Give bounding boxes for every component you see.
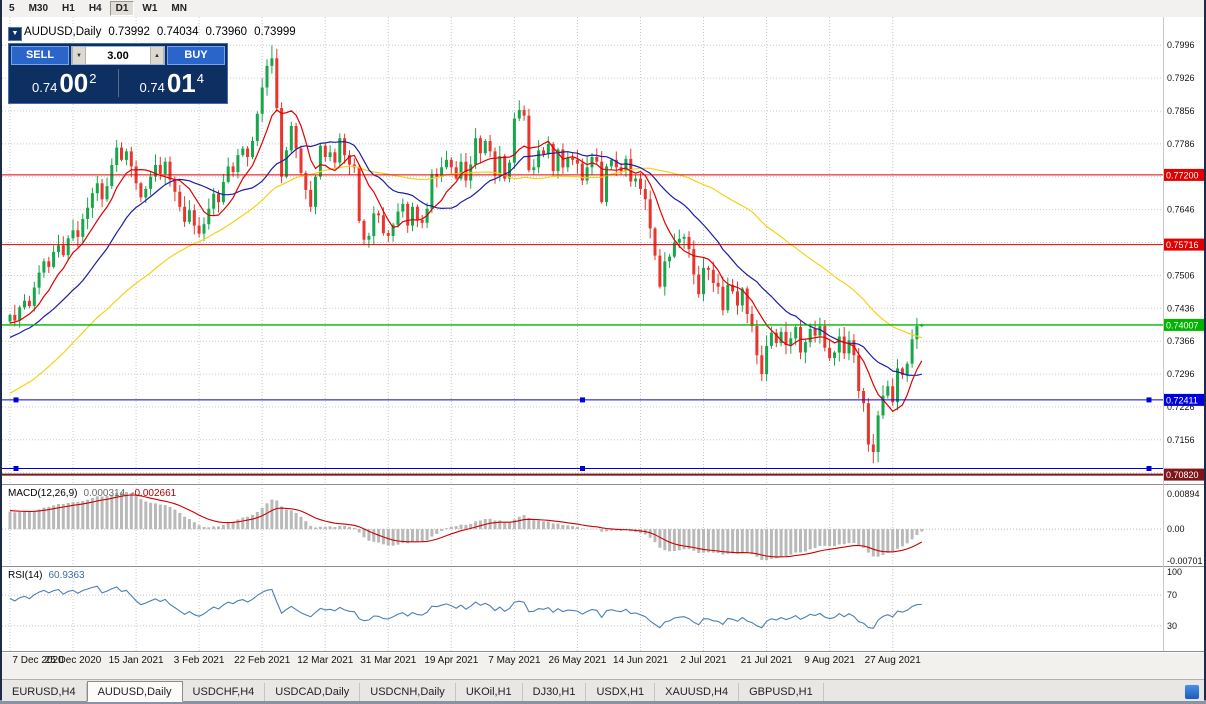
window-edge-bottom [0,700,1206,704]
tab-ukoil-h1[interactable]: UKOil,H1 [456,683,523,701]
svg-text:0.00894: 0.00894 [1167,489,1200,499]
svg-text:0.70820: 0.70820 [1166,470,1199,480]
svg-text:21 Jul 2021: 21 Jul 2021 [741,655,793,666]
tab-xauusd-h4[interactable]: XAUUSD,H4 [655,683,740,701]
svg-text:3 Feb 2021: 3 Feb 2021 [174,655,225,666]
macd-signal-value: -0.002661 [131,488,177,499]
timeframe-m5-button[interactable]: 5 [3,1,21,16]
svg-text:70: 70 [1167,590,1177,600]
ma-20-line [9,141,922,376]
timeframe-toolbar: 5 M30 H1 H4 D1 W1 MN [2,0,1204,18]
svg-text:0.75716: 0.75716 [1166,240,1199,250]
tab-usdx-h1[interactable]: USDX,H1 [586,683,656,701]
tab-usdcnh-daily[interactable]: USDCNH,Daily [360,683,456,701]
one-click-trading-panel: SELL ▼ ▲ BUY 0.74 00 2 0.74 01 4 [8,43,228,104]
svg-text:26 May 2021: 26 May 2021 [548,655,606,666]
svg-text:0.7366: 0.7366 [1167,336,1195,346]
buy-price-big: 01 [166,68,196,98]
svg-text:0.72411: 0.72411 [1166,395,1198,405]
svg-text:27 Aug 2021: 27 Aug 2021 [865,655,922,666]
timeframe-m30-button[interactable]: M30 [23,1,54,16]
horizontal-level-lines[interactable]: 0.77200 0.75716 0.74007 0.72411 0.70820 [2,168,1204,481]
tab-gbpusd-h1[interactable]: GBPUSD,H1 [739,683,824,701]
svg-text:0.7436: 0.7436 [1167,303,1195,313]
sell-button[interactable]: SELL [11,46,69,65]
macd-indicator-label: MACD(12,26,9) 0.000314 -0.002661 [8,488,176,499]
volume-increase-button[interactable]: ▲ [150,47,164,64]
tab-usdcad-daily[interactable]: USDCAD,Daily [265,683,361,701]
svg-text:0.7506: 0.7506 [1167,270,1195,280]
svg-text:0.7856: 0.7856 [1167,106,1195,116]
tab-dj30-h1[interactable]: DJ30,H1 [523,683,587,701]
low-value: 0.73960 [205,26,248,38]
tab-audusd-daily[interactable]: AUDUSD,Daily [86,681,183,702]
timeframe-h1-button[interactable]: H1 [56,1,81,16]
sell-price-big: 00 [59,68,89,98]
rsi-panel: 100 70 30 [2,567,1182,631]
svg-text:0.7296: 0.7296 [1167,369,1195,379]
close-value: 0.73999 [254,26,296,38]
volume-decrease-button[interactable]: ▼ [72,47,86,64]
symbol-label: AUDUSD,Daily [24,26,102,38]
svg-text:0.7156: 0.7156 [1167,435,1195,445]
volume-control: ▼ ▲ [71,46,165,65]
svg-text:30: 30 [1167,621,1177,631]
macd-panel: 0.00894 0.00 -0.00701 [2,489,1203,566]
symbol-ohlc-line: AUDUSD,Daily 0.73992 0.74034 0.73960 0.73999 [24,26,303,38]
timeframe-w1-button[interactable]: W1 [136,1,163,16]
svg-text:0.74007: 0.74007 [1166,320,1199,330]
buy-button[interactable]: BUY [167,46,225,65]
window-corner-badge [1184,684,1200,700]
buy-price-prefix: 0.74 [139,80,165,95]
rsi-name: RSI(14) [8,570,43,581]
rsi-indicator-label: RSI(14) 60.9363 [8,570,85,581]
ma-8-line [9,109,923,413]
macd-name: MACD(12,26,9) [8,488,78,499]
open-value: 0.73992 [108,26,150,38]
svg-text:19 Apr 2021: 19 Apr 2021 [424,655,478,666]
svg-text:14 Jun 2021: 14 Jun 2021 [613,655,668,666]
svg-text:7 Dec 2020: 7 Dec 2020 [12,655,64,666]
volume-input[interactable] [86,47,150,64]
macd-main-value: 0.000314 [83,488,126,499]
chart-tab-bar: EURUSD,H4 AUDUSD,Daily USDCHF,H4 USDCAD,… [2,679,1204,702]
svg-text:100: 100 [1167,567,1182,577]
timeframe-d1-button[interactable]: D1 [109,1,135,16]
svg-text:0.7226: 0.7226 [1167,402,1195,412]
tab-eurusd-h4[interactable]: EURUSD,H4 [2,683,87,701]
svg-text:12 Mar 2021: 12 Mar 2021 [297,655,354,666]
svg-text:7 May 2021: 7 May 2021 [488,655,541,666]
candles-layer [8,45,924,464]
svg-text:0.7646: 0.7646 [1167,205,1195,215]
sell-price[interactable]: 0.74 00 2 [11,69,118,97]
sell-price-sup: 2 [89,71,97,86]
tab-usdchf-h4[interactable]: USDCHF,H4 [183,683,266,701]
sell-price-prefix: 0.74 [32,80,58,95]
one-click-collapse-button[interactable]: ▼ [8,27,22,41]
buy-price-sup: 4 [196,71,204,86]
svg-text:2 Jul 2021: 2 Jul 2021 [680,655,727,666]
svg-text:22 Feb 2021: 22 Feb 2021 [234,655,291,666]
svg-text:-0.00701: -0.00701 [1167,556,1203,566]
svg-text:0.00: 0.00 [1167,524,1185,534]
svg-text:0.7786: 0.7786 [1167,139,1195,149]
ma-50-line [9,165,922,394]
window-edge-left [0,0,2,704]
window-edge-right [1204,0,1206,704]
chart-canvas[interactable]: 0.79960.79260.78560.77860.77160.76460.75… [2,17,1204,679]
timeframe-h4-button[interactable]: H4 [83,1,108,16]
rsi-value: 60.9363 [48,570,85,581]
svg-text:31 Mar 2021: 31 Mar 2021 [360,655,417,666]
high-value: 0.74034 [156,26,199,38]
svg-text:25 Dec 2020: 25 Dec 2020 [45,655,102,666]
svg-text:9 Aug 2021: 9 Aug 2021 [804,655,855,666]
buy-price[interactable]: 0.74 01 4 [117,68,226,98]
svg-text:0.7996: 0.7996 [1167,40,1195,50]
svg-text:0.77200: 0.77200 [1166,170,1199,180]
svg-text:15 Jan 2021: 15 Jan 2021 [109,655,164,666]
svg-text:0.7926: 0.7926 [1167,73,1195,83]
timeframe-mn-button[interactable]: MN [165,1,193,16]
